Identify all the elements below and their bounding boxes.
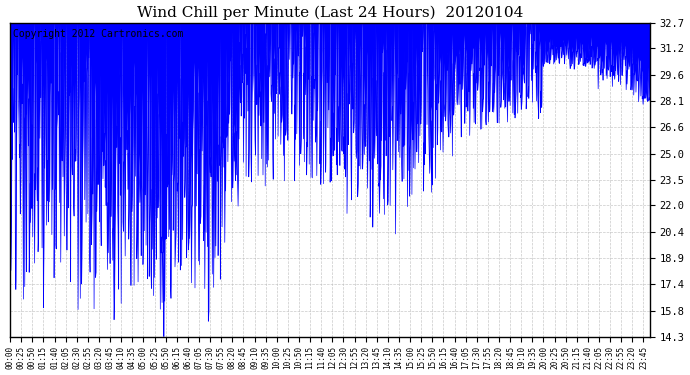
Text: Copyright 2012 Cartronics.com: Copyright 2012 Cartronics.com (13, 29, 184, 39)
Title: Wind Chill per Minute (Last 24 Hours)  20120104: Wind Chill per Minute (Last 24 Hours) 20… (137, 6, 523, 20)
